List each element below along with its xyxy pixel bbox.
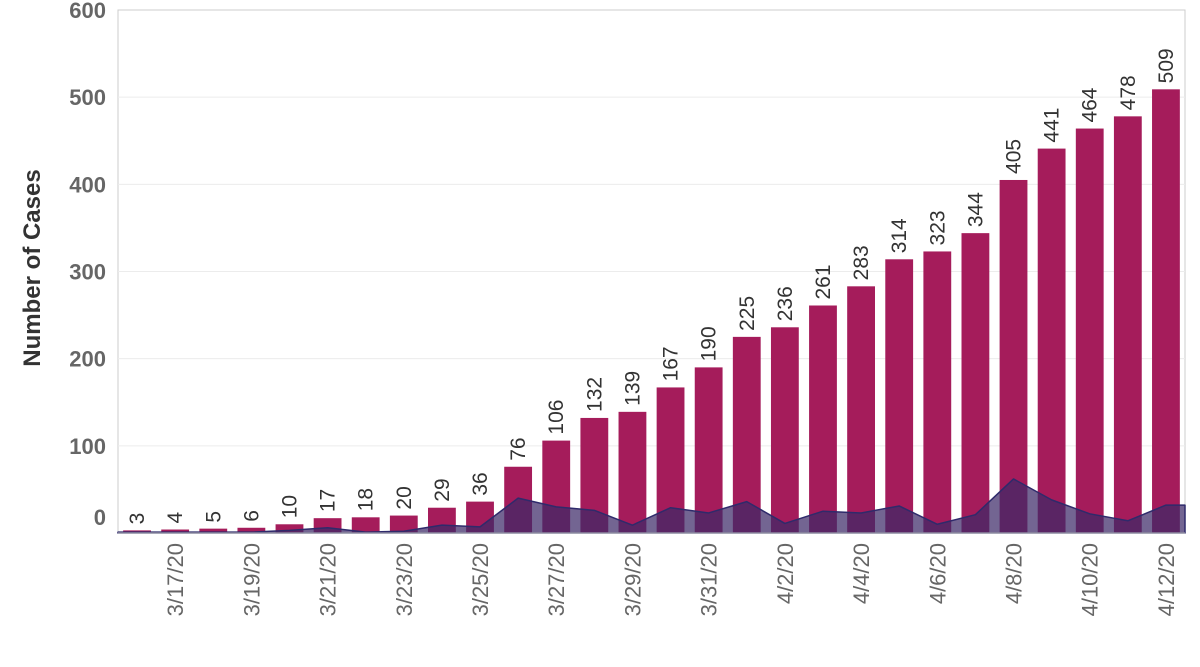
x-tick-label: 3/21/20 xyxy=(316,543,341,616)
bar xyxy=(1152,89,1180,534)
data-label: 225 xyxy=(736,296,759,331)
y-tick-label: 500 xyxy=(69,85,106,110)
data-label: 29 xyxy=(431,478,454,501)
y-tick-label: 300 xyxy=(69,260,106,285)
data-label: 20 xyxy=(393,486,416,509)
y-tick-label: 100 xyxy=(69,434,106,459)
x-tick-label: 4/6/20 xyxy=(925,543,950,604)
x-tick-label: 4/10/20 xyxy=(1078,543,1103,616)
x-tick-label: 3/25/20 xyxy=(468,543,493,616)
x-tick-label: 3/23/20 xyxy=(392,543,417,616)
data-label: 76 xyxy=(507,437,530,460)
data-label: 167 xyxy=(660,346,683,381)
y-tick-label: 200 xyxy=(69,347,106,372)
data-label: 4 xyxy=(164,512,187,524)
x-tick-label: 3/27/20 xyxy=(544,543,569,616)
bar xyxy=(999,179,1028,533)
bar xyxy=(161,529,190,533)
data-label: 18 xyxy=(355,488,378,511)
x-tick-label: 4/2/20 xyxy=(773,543,798,604)
data-label: 323 xyxy=(926,210,949,245)
bar xyxy=(199,528,228,533)
data-label: 190 xyxy=(698,326,721,361)
data-label: 441 xyxy=(1041,108,1064,143)
data-label: 236 xyxy=(774,286,797,321)
data-label: 36 xyxy=(469,472,492,495)
data-label: 10 xyxy=(278,495,301,518)
bar xyxy=(389,515,418,533)
x-tick-label: 4/8/20 xyxy=(1002,543,1027,604)
data-label: 106 xyxy=(545,400,568,435)
x-tick-label: 4/12/20 xyxy=(1154,543,1179,616)
bar xyxy=(809,305,837,533)
bar xyxy=(618,411,647,533)
bar xyxy=(1075,128,1104,533)
x-tick-label: 4/4/20 xyxy=(849,543,874,604)
data-label: 283 xyxy=(850,245,873,280)
data-label: 344 xyxy=(964,192,987,227)
data-label: 314 xyxy=(888,218,911,253)
bar xyxy=(732,336,761,533)
bar xyxy=(1037,148,1066,533)
bar xyxy=(923,251,952,533)
data-label: 132 xyxy=(583,377,606,412)
bar xyxy=(275,524,304,533)
data-label: 478 xyxy=(1117,75,1140,110)
data-label: 3 xyxy=(126,513,149,525)
bar xyxy=(351,517,380,533)
y-tick-label: 0 xyxy=(94,505,106,530)
data-label: 139 xyxy=(621,371,644,406)
y-axis-label: Number of Cases xyxy=(19,169,46,366)
data-label: 509 xyxy=(1155,48,1178,83)
bar xyxy=(847,286,875,533)
y-tick-label: 600 xyxy=(69,0,106,23)
x-tick-label: 3/29/20 xyxy=(620,543,645,616)
x-tick-label: 3/17/20 xyxy=(163,543,188,616)
data-label: 261 xyxy=(812,264,835,299)
data-label: 5 xyxy=(202,511,225,523)
x-tick-label: 3/19/20 xyxy=(239,543,264,616)
bar xyxy=(237,527,266,533)
bar xyxy=(961,233,990,533)
bar xyxy=(770,327,799,533)
bar xyxy=(694,367,723,533)
data-label: 17 xyxy=(317,489,340,512)
data-label: 464 xyxy=(1079,87,1102,122)
data-label: 6 xyxy=(240,510,263,522)
data-label: 405 xyxy=(1003,139,1026,174)
x-tick-label: 3/31/20 xyxy=(697,543,722,616)
bar xyxy=(885,259,914,533)
area-series xyxy=(117,478,1186,534)
bar xyxy=(1113,116,1142,534)
y-tick-label: 400 xyxy=(69,172,106,197)
